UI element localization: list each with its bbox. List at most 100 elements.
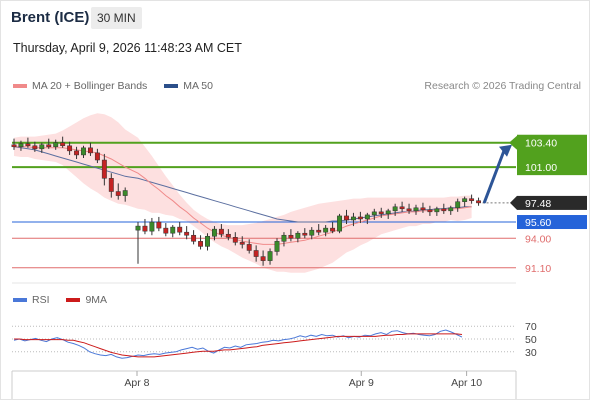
- candle-body: [385, 210, 391, 215]
- candle-body: [302, 232, 308, 236]
- resistance-label-box: [517, 134, 587, 176]
- candle-body: [101, 159, 107, 179]
- legend-item-9ma: 9MA: [66, 294, 107, 306]
- candle-body: [212, 228, 217, 237]
- candle-body: [225, 233, 231, 238]
- candle-body: [163, 227, 169, 234]
- candle-body: [330, 227, 336, 232]
- rsi-line: [13, 329, 463, 359]
- candle-body: [357, 216, 363, 220]
- candle-body: [309, 229, 315, 236]
- candle-body: [60, 142, 66, 147]
- bollinger-band-area: [14, 113, 472, 273]
- candle-body: [122, 190, 128, 196]
- candle-body: [337, 215, 343, 232]
- legend-label-rsi: RSI: [32, 294, 50, 306]
- legend-label-ma20: MA 20 + Bollinger Bands: [32, 80, 148, 92]
- candle-body: [441, 208, 447, 212]
- candle-body: [344, 215, 349, 221]
- legend-swatch-9ma: [66, 298, 81, 303]
- candle-body: [392, 206, 398, 212]
- candle-body: [218, 228, 224, 235]
- forecast-arrow-line: [483, 149, 506, 204]
- resistance-label-103.40: 103.40: [525, 138, 557, 150]
- candle-body: [94, 152, 100, 161]
- candle-body: [149, 221, 155, 232]
- x-tick-label: Apr 10: [451, 377, 482, 389]
- candle-body: [115, 191, 121, 196]
- candle-body: [81, 147, 86, 156]
- candle-body: [281, 234, 287, 242]
- candle-body: [364, 214, 370, 220]
- candle-body: [413, 207, 419, 212]
- candle-body: [295, 232, 301, 239]
- candle-body: [427, 209, 433, 213]
- candle-body: [156, 221, 162, 229]
- rsi-tick-30: 30: [525, 347, 537, 359]
- candle-body: [378, 211, 384, 215]
- candle-body: [135, 225, 141, 231]
- resistance-label-101.00: 101.00: [525, 162, 557, 174]
- candle-body: [53, 142, 59, 148]
- legend-item-ma20: MA 20 + Bollinger Bands: [13, 80, 147, 92]
- legend-swatch-ma50: [164, 84, 179, 89]
- candle-body: [469, 198, 475, 201]
- candle-body: [46, 144, 52, 148]
- timeframe-button[interactable]: 30 MIN: [91, 7, 142, 29]
- candle-body: [399, 206, 405, 210]
- candle-body: [323, 227, 329, 233]
- candle-body: [434, 208, 440, 213]
- candle-body: [260, 256, 266, 261]
- candle-body: [371, 211, 377, 216]
- candle-body: [177, 226, 183, 233]
- candle-body: [239, 242, 245, 245]
- legend-swatch-rsi: [13, 298, 27, 303]
- candle-body: [205, 235, 210, 247]
- candle-body: [170, 226, 176, 234]
- candle-body: [142, 225, 148, 232]
- candle-body: [267, 251, 273, 261]
- candle-body: [476, 200, 482, 204]
- ma50-line: [13, 146, 472, 223]
- header: Brent (ICE) 30 MIN: [0, 0, 590, 34]
- legend-label-9ma: 9MA: [85, 294, 108, 306]
- candle-body: [351, 216, 356, 221]
- support-label-91.10: 91.10: [525, 263, 551, 275]
- pivot-label-box: [517, 215, 587, 230]
- candle-body: [232, 237, 238, 243]
- candle-body: [455, 201, 461, 209]
- candle-body: [420, 207, 426, 211]
- legend-item-rsi: RSI: [13, 294, 50, 306]
- support-label-94.00: 94.00: [525, 233, 551, 245]
- candle-body: [316, 229, 322, 233]
- forecast-arrow-head: [499, 144, 512, 157]
- legend-item-ma50: MA 50: [164, 80, 213, 92]
- instrument-title: Brent (ICE): [11, 9, 90, 26]
- research-credit: Research © 2026 Trading Central: [424, 80, 581, 92]
- legend-swatch-ma20: [13, 84, 27, 89]
- candle-body: [39, 144, 45, 150]
- candle-body: [198, 241, 204, 247]
- resistance-label-pointer: [509, 135, 517, 150]
- candle-body: [406, 208, 412, 212]
- candle-body: [25, 143, 31, 147]
- candle-body: [253, 250, 259, 257]
- candle-body: [88, 147, 93, 154]
- candle-body: [32, 145, 38, 150]
- pivot-label: 95.60: [525, 217, 551, 229]
- candle-body: [18, 143, 24, 148]
- time-axis: Apr 8 Apr 9 Apr 10: [11, 370, 517, 399]
- candle-body: [274, 241, 280, 252]
- candle-body: [448, 207, 454, 212]
- candle-body: [246, 244, 252, 251]
- current-price-pointer: [510, 195, 517, 210]
- rsi-tick-50: 50: [525, 334, 537, 346]
- candle-body: [11, 144, 17, 148]
- candle-body: [184, 231, 190, 236]
- current-price-label: 97.48: [525, 198, 551, 210]
- datetime-label: Thursday, April 9, 2026 11:48:23 AM CET: [13, 41, 242, 55]
- candle-body: [288, 234, 294, 239]
- rsi-legend: RSI 9MA: [13, 294, 121, 306]
- price-legend: MA 20 + Bollinger Bands MA 50: [13, 80, 227, 92]
